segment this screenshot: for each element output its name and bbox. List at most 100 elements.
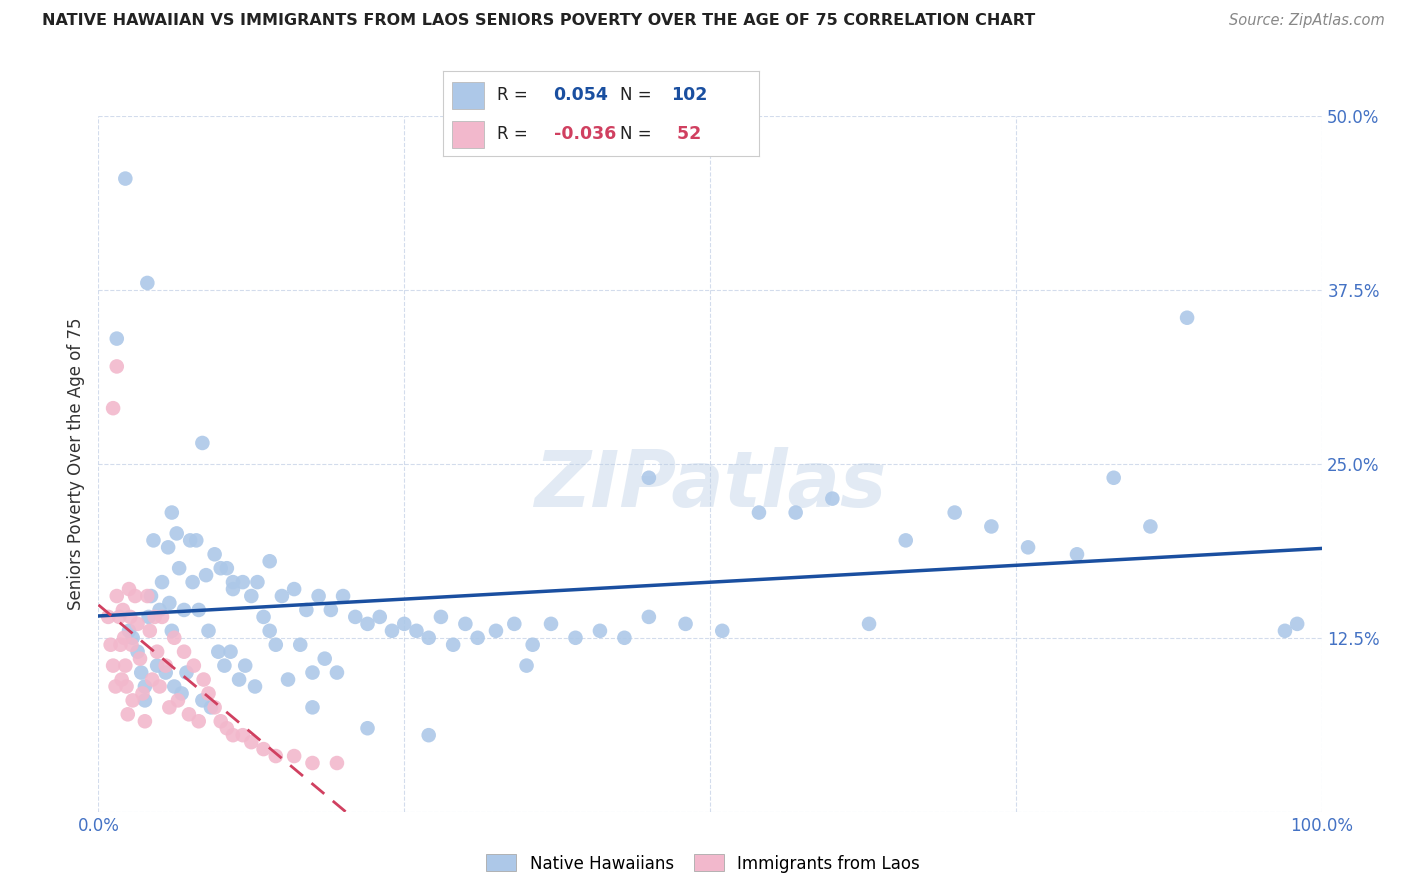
Text: 52: 52 [671,125,702,143]
Point [515,658,537,673]
Point [209,561,232,575]
Point [179,533,201,548]
Point [111,603,134,617]
Point [204,700,226,714]
Point [301,665,323,680]
Point [232,575,254,590]
Point [157,541,180,555]
Point [97,610,120,624]
Point [319,603,342,617]
Point [943,506,966,520]
Point [176,665,198,680]
Text: R =: R = [496,125,533,143]
Point [186,533,208,548]
Point [894,533,917,548]
Point [240,589,263,603]
Point [138,610,160,624]
Point [150,610,173,624]
Point [368,610,391,624]
Point [1274,624,1296,638]
Bar [453,120,484,147]
Point [283,749,305,764]
Point [197,686,219,700]
Point [187,714,209,729]
Point [308,589,330,603]
Point [259,624,281,638]
Point [613,631,636,645]
Point [392,616,416,631]
Point [105,359,128,374]
Point [105,332,128,346]
Point [157,596,180,610]
Point [356,721,378,735]
Point [114,658,136,673]
Point [233,658,256,673]
Point [150,575,173,590]
Point [170,686,193,700]
Point [1139,519,1161,533]
Point [160,624,183,638]
Point [207,645,229,659]
Point [785,506,807,520]
Point [134,714,156,729]
Point [1102,471,1125,485]
Point [314,651,336,665]
Legend: Native Hawaiians, Immigrants from Laos: Native Hawaiians, Immigrants from Laos [479,847,927,880]
Point [167,693,190,707]
Point [200,700,222,714]
Point [111,673,134,687]
Point [193,673,215,687]
Y-axis label: Seniors Poverty Over the Age of 75: Seniors Poverty Over the Age of 75 [67,318,86,610]
Point [418,728,440,742]
Point [252,610,274,624]
Point [454,616,477,631]
Point [104,680,127,694]
Point [187,603,209,617]
Point [146,645,169,659]
Bar [453,81,484,109]
Point [1017,541,1039,555]
Point [120,638,142,652]
Point [129,665,152,680]
Point [136,276,159,290]
Point [173,603,195,617]
Point [139,624,162,638]
Point [191,693,214,707]
Point [821,491,844,506]
Point [748,506,770,520]
Point [467,631,489,645]
Point [259,554,281,568]
Point [146,658,169,673]
Point [191,436,214,450]
Point [204,547,226,561]
Point [290,638,312,652]
Text: NATIVE HAWAIIAN VS IMMIGRANTS FROM LAOS SENIORS POVERTY OVER THE AGE OF 75 CORRE: NATIVE HAWAIIAN VS IMMIGRANTS FROM LAOS … [42,13,1035,29]
Point [326,665,349,680]
Point [209,714,232,729]
Text: 102: 102 [671,87,707,104]
Point [118,624,141,638]
Point [183,658,205,673]
Point [121,693,143,707]
Point [142,533,165,548]
Point [283,582,305,596]
Point [503,616,526,631]
Point [195,568,218,582]
Point [243,680,266,694]
Point [222,575,245,590]
Point [441,638,464,652]
Point [110,638,132,652]
Point [121,631,143,645]
Point [332,589,354,603]
Point [270,589,294,603]
Point [197,624,219,638]
Point [101,658,124,673]
Point [326,756,349,770]
Point [264,749,287,764]
Point [219,645,242,659]
Point [222,728,245,742]
Point [163,631,186,645]
Point [149,680,172,694]
Point [222,582,245,596]
Point [858,616,880,631]
